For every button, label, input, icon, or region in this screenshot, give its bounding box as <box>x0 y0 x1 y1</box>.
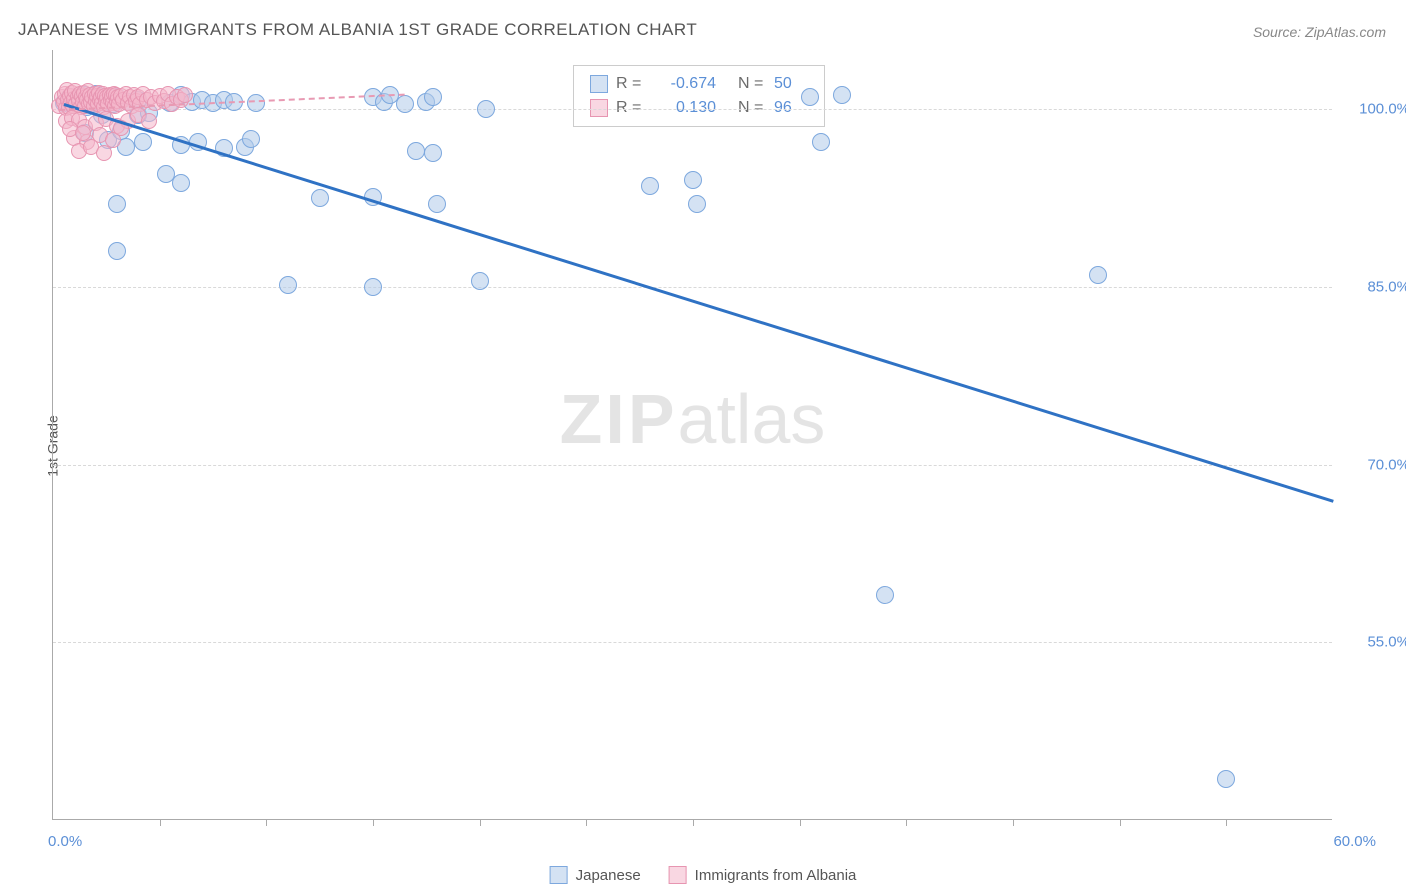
stats-row: R = -0.674 N = 50 <box>590 72 808 96</box>
scatter-point <box>279 276 297 294</box>
scatter-point <box>684 171 702 189</box>
x-tick-mark <box>160 819 161 826</box>
x-tick-mark <box>1013 819 1014 826</box>
scatter-point <box>801 88 819 106</box>
scatter-point <box>364 278 382 296</box>
scatter-point <box>876 586 894 604</box>
scatter-point <box>247 94 265 112</box>
scatter-point <box>134 133 152 151</box>
legend-item: Japanese <box>550 866 641 884</box>
stats-row: R = 0.130 N = 96 <box>590 96 808 120</box>
y-tick-label: 70.0% <box>1367 456 1406 473</box>
x-tick-mark <box>1226 819 1227 826</box>
scatter-point <box>242 130 260 148</box>
x-tick-mark <box>480 819 481 826</box>
x-axis-end-label: 60.0% <box>1333 833 1376 850</box>
scatter-point <box>424 88 442 106</box>
source-attribution: Source: ZipAtlas.com <box>1253 24 1386 40</box>
scatter-point <box>688 195 706 213</box>
x-axis-start-label: 0.0% <box>48 833 82 850</box>
legend-label: Japanese <box>576 867 641 884</box>
scatter-point <box>1089 266 1107 284</box>
stat-r-label: R = <box>616 72 644 96</box>
scatter-point <box>396 95 414 113</box>
scatter-point <box>108 195 126 213</box>
scatter-point <box>141 113 157 129</box>
scatter-point <box>833 86 851 104</box>
chart-title: JAPANESE VS IMMIGRANTS FROM ALBANIA 1ST … <box>18 20 697 40</box>
stat-n-label: N = <box>738 72 766 96</box>
scatter-point <box>424 144 442 162</box>
y-tick-label: 85.0% <box>1367 278 1406 295</box>
x-tick-mark <box>800 819 801 826</box>
swatch-icon <box>590 75 608 93</box>
x-tick-mark <box>586 819 587 826</box>
scatter-point <box>477 100 495 118</box>
scatter-point <box>812 133 830 151</box>
x-tick-mark <box>1120 819 1121 826</box>
scatter-point <box>428 195 446 213</box>
x-tick-mark <box>266 819 267 826</box>
scatter-point <box>407 142 425 160</box>
swatch-icon <box>669 866 687 884</box>
swatch-icon <box>550 866 568 884</box>
x-tick-mark <box>373 819 374 826</box>
gridline <box>53 109 1332 110</box>
correlation-stats-box: R = -0.674 N = 50 R = 0.130 N = 96 <box>573 65 825 127</box>
stat-r-value: -0.674 <box>652 72 716 96</box>
gridline <box>53 287 1332 288</box>
scatter-point <box>641 177 659 195</box>
stat-r-value: 0.130 <box>652 96 716 120</box>
scatter-point <box>311 189 329 207</box>
scatter-point <box>1217 770 1235 788</box>
x-tick-mark <box>906 819 907 826</box>
scatter-point <box>96 145 112 161</box>
swatch-icon <box>590 99 608 117</box>
scatter-point <box>108 242 126 260</box>
y-tick-label: 100.0% <box>1359 101 1406 118</box>
scatter-point <box>177 87 193 103</box>
stat-r-label: R = <box>616 96 644 120</box>
scatter-point <box>471 272 489 290</box>
trend-line <box>63 103 1333 502</box>
legend: Japanese Immigrants from Albania <box>550 866 857 884</box>
chart-plot-area: ZIPatlas R = -0.674 N = 50 R = 0.130 N =… <box>52 50 1332 820</box>
stat-n-label: N = <box>738 96 766 120</box>
scatter-point <box>75 125 91 141</box>
legend-label: Immigrants from Albania <box>695 867 857 884</box>
y-tick-label: 55.0% <box>1367 634 1406 651</box>
legend-item: Immigrants from Albania <box>669 866 857 884</box>
scatter-point <box>172 174 190 192</box>
gridline <box>53 465 1332 466</box>
gridline <box>53 642 1332 643</box>
watermark: ZIPatlas <box>560 379 826 459</box>
x-tick-mark <box>693 819 694 826</box>
